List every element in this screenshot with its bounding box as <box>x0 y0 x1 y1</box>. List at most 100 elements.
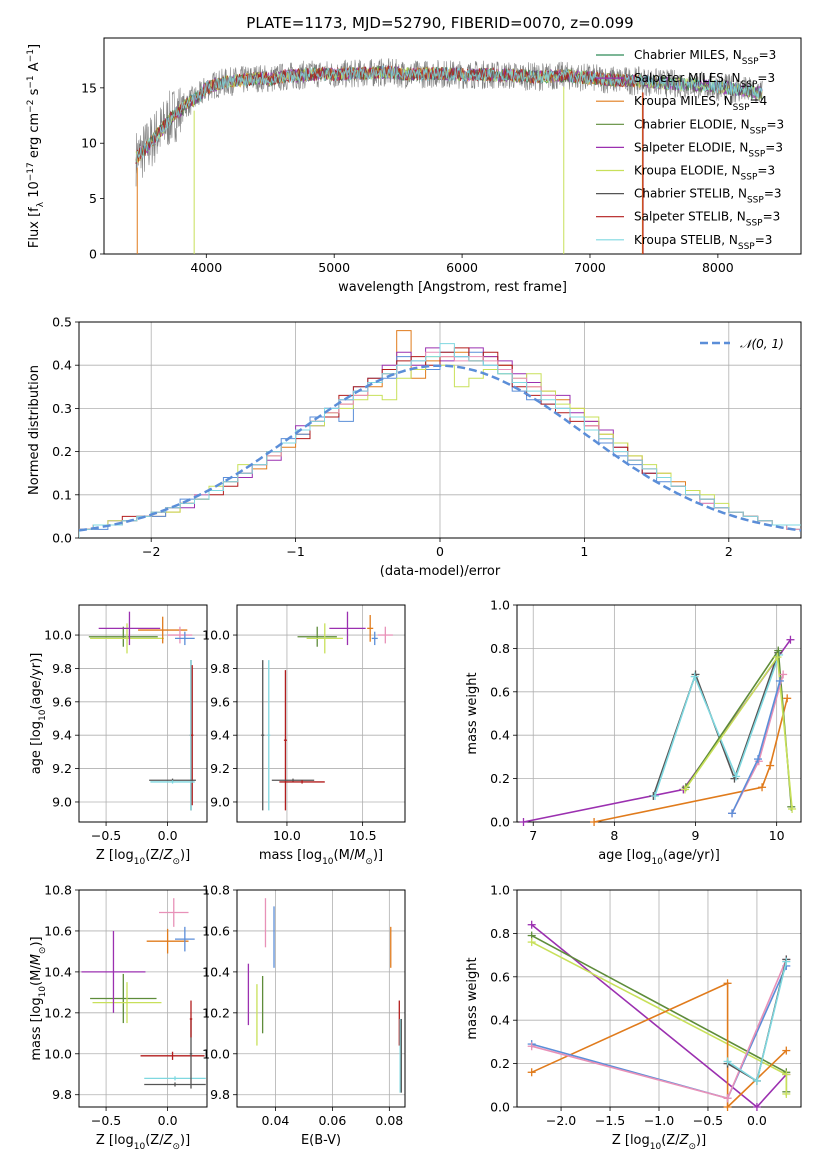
y-axis-label: mass weight <box>465 672 480 754</box>
y-tick-label: 0.5 <box>52 315 72 330</box>
x-tick-label: −1.5 <box>595 1113 625 1128</box>
plus-marker <box>775 676 784 685</box>
y-tick-label: 0.6 <box>490 969 510 984</box>
errorbar-point <box>92 982 162 1024</box>
plus-marker <box>782 957 791 966</box>
plus-marker <box>527 1042 536 1051</box>
plot-frame <box>78 604 208 823</box>
plus-marker <box>788 804 797 813</box>
mass-vs-Z-chart: −0.5 0.0 9.8 10.0 10.2 10.4 10.6 10.8 Z [log10(Z… <box>29 883 208 1152</box>
plus-marker <box>753 755 762 764</box>
plus-marker <box>519 818 528 826</box>
legend-entry: Chabrier ELODIE, NSSP=3 <box>634 117 784 136</box>
x-tick-label: −2 <box>142 544 160 559</box>
y-tick-label: 0.2 <box>52 444 72 459</box>
y-tick-label: 10.0 <box>44 628 72 643</box>
y-tick-label: 10.2 <box>202 1005 230 1020</box>
y-tick-label: 0.0 <box>52 531 72 546</box>
plus-marker <box>752 1103 761 1111</box>
x-tick-label: 4000 <box>190 260 222 275</box>
legend-entry: Kroupa MILES, NSSP=4 <box>634 94 767 113</box>
errorbar-point <box>90 973 157 1024</box>
y-tick-label: 9.6 <box>52 694 72 709</box>
plot-frame <box>516 889 802 1108</box>
y-tick-label: 9.0 <box>210 794 230 809</box>
y-tick-label: 9.2 <box>210 761 230 776</box>
plus-marker <box>782 1089 791 1098</box>
y-tick-label: 9.8 <box>52 661 72 676</box>
plus-marker <box>766 761 775 770</box>
y-tick-label: 0.0 <box>490 1100 510 1115</box>
plus-marker <box>650 791 659 800</box>
x-axis-label: Z [log10(Z/Z⊙)] <box>96 1133 190 1152</box>
y-tick-label: 10.8 <box>44 883 72 898</box>
model-spectrum-line <box>135 65 763 163</box>
errorbar-point <box>88 626 158 647</box>
x-axis-label: age [log10(age/yr)] <box>598 848 720 867</box>
y-tick-label: 9.8 <box>210 661 230 676</box>
weight-vs-age-chart: 7 8 9 10 0.0 0.2 0.4 0.6 0.8 1.0 age [log10(age/yr… <box>465 598 802 867</box>
x-tick-label: −1 <box>286 544 304 559</box>
x-axis-label: mass [log10(M/M⊙)] <box>259 848 383 867</box>
weight-series-line <box>593 698 788 823</box>
plus-marker <box>786 635 795 644</box>
plus-marker <box>527 938 536 947</box>
mass-vs-EBV-chart: 0.04 0.06 0.08 9.8 10.0 10.2 10.4 10.6 10.8 E(B-V… <box>202 883 406 1148</box>
weight-series-line <box>685 648 793 807</box>
y-tick-label: 0 <box>89 247 97 262</box>
x-tick-label: 5000 <box>318 260 350 275</box>
y-tick-label: 1.0 <box>490 883 510 898</box>
plus-marker <box>774 646 783 655</box>
y-tick-label: 0.2 <box>490 1056 510 1071</box>
x-tick-label: −2.0 <box>546 1113 576 1128</box>
legend-entry: Salpeter ELODIE, NSSP=3 <box>634 140 783 159</box>
y-axis-label: Flux [fλ 10−17 erg cm−2 s−1 A−1] <box>26 44 46 248</box>
x-axis-label: Z [log10(Z/Z⊙)] <box>96 848 190 867</box>
legend-entry: 𝒩(0, 1) <box>740 337 784 351</box>
plus-marker <box>732 772 741 781</box>
y-tick-label: 0.1 <box>52 487 72 502</box>
plot-frame <box>78 321 802 539</box>
x-tick-label: 10 <box>769 828 785 843</box>
y-tick-label: 10.2 <box>44 1005 72 1020</box>
model-spectrum-line <box>135 66 763 163</box>
y-tick-label: 9.0 <box>52 794 72 809</box>
legend-entry: Chabrier STELIB, NSSP=3 <box>634 187 782 206</box>
plus-marker <box>723 1057 732 1066</box>
y-tick-label: 9.4 <box>210 728 230 743</box>
y-tick-label: 5 <box>89 191 97 206</box>
weight-series-line <box>731 680 781 814</box>
plus-marker <box>723 1094 732 1103</box>
x-axis-label: wavelength [Angstrom, rest frame] <box>338 280 567 295</box>
y-tick-label: 0.2 <box>490 771 510 786</box>
weight-series-line <box>652 652 780 797</box>
age-vs-Z-chart: −0.5 0.0 9.0 9.2 9.4 9.6 9.8 10.0 Z [log10(Z/Z⊙)… <box>29 604 208 867</box>
errorbar-point <box>167 626 193 644</box>
errorbar-point <box>367 615 374 642</box>
x-tick-label: 8000 <box>702 260 734 275</box>
x-tick-label: 2 <box>725 544 733 559</box>
plus-marker <box>728 809 737 818</box>
errorbar-point <box>189 1000 193 1038</box>
y-tick-label: 10.4 <box>202 964 230 979</box>
plus-marker <box>723 1103 732 1111</box>
plus-marker <box>752 1076 761 1085</box>
x-tick-label: 0.0 <box>158 828 178 843</box>
x-tick-label: 10.5 <box>349 828 377 843</box>
plus-marker <box>590 818 599 826</box>
plus-marker <box>782 1070 791 1079</box>
histogram-step <box>79 343 801 538</box>
x-axis-label: E(B-V) <box>301 1133 341 1148</box>
weight-series-line <box>654 654 780 797</box>
y-tick-label: 10.0 <box>202 1046 230 1061</box>
x-tick-label: 6000 <box>446 260 478 275</box>
errorbar-point <box>175 926 195 952</box>
x-tick-label: 0.0 <box>747 1113 767 1128</box>
y-tick-label: 10.4 <box>44 964 72 979</box>
x-axis-label: Z [log10(Z/Z⊙)] <box>612 1133 706 1152</box>
errorbar-point <box>140 1051 205 1060</box>
y-tick-label: 10.8 <box>202 883 230 898</box>
x-tick-label: −0.5 <box>91 1113 121 1128</box>
plus-marker <box>758 783 767 792</box>
